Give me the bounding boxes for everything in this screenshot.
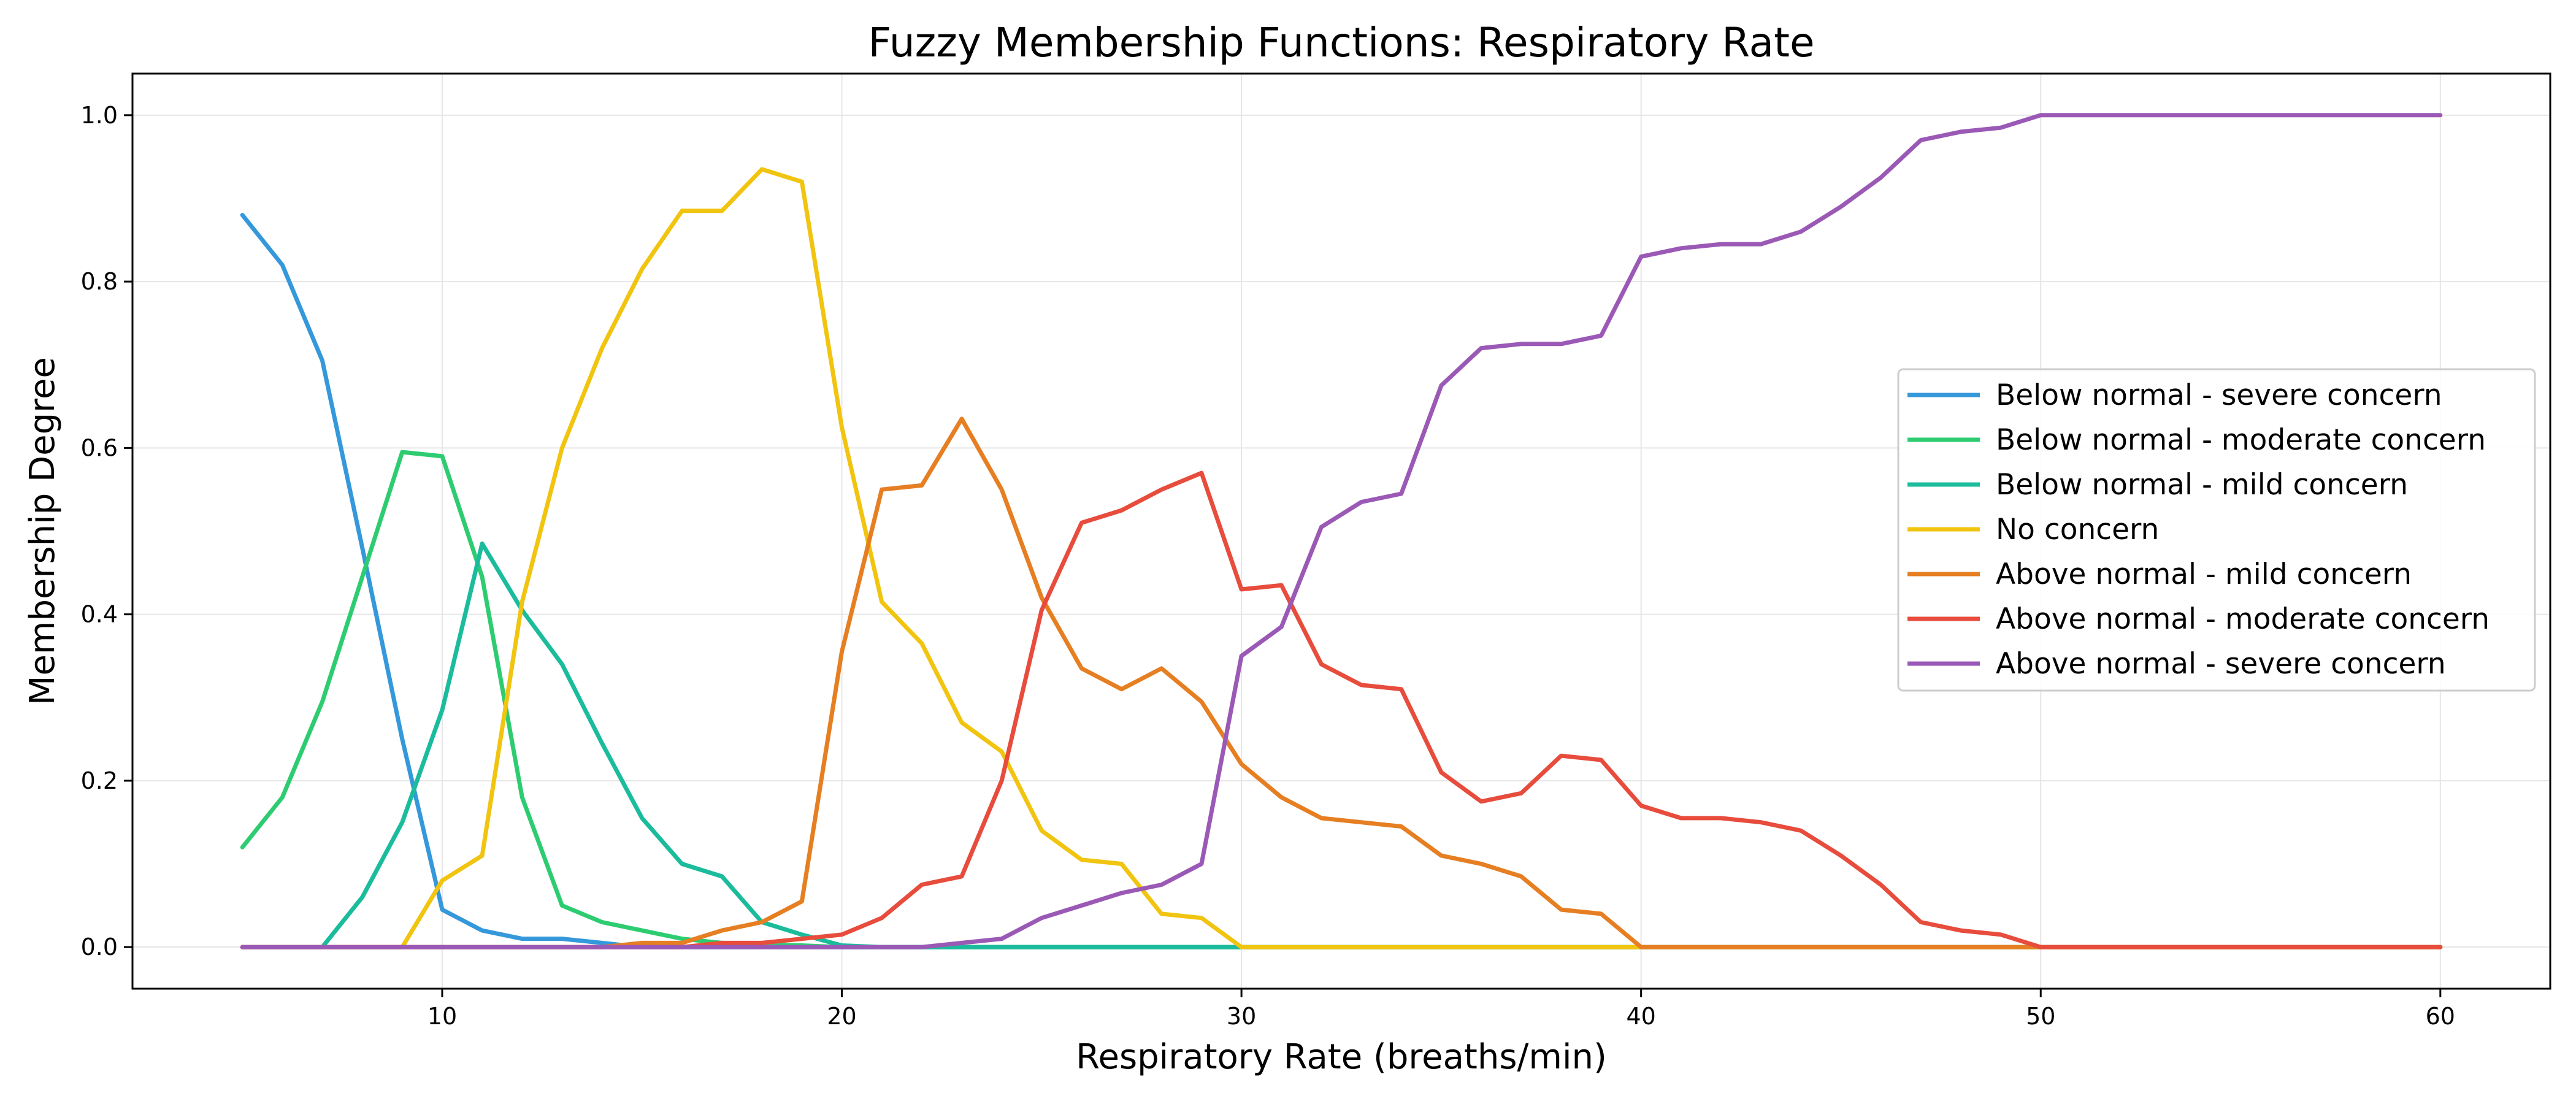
y-tick-label: 0.4 bbox=[81, 601, 118, 628]
plot-frame bbox=[131, 72, 2551, 990]
y-tick-label: 0.2 bbox=[81, 767, 118, 794]
x-tick-label: 60 bbox=[2426, 1003, 2455, 1030]
series-lines bbox=[240, 113, 2443, 949]
series-line-7 bbox=[240, 113, 2443, 949]
x-axis-label: Respiratory Rate (breaths/min) bbox=[1076, 1037, 1607, 1077]
legend-label: Above normal - mild concern bbox=[1996, 558, 2412, 591]
legend-label: Below normal - mild concern bbox=[1996, 468, 2408, 502]
y-tick-label: 0.0 bbox=[81, 933, 118, 960]
x-tick-label: 40 bbox=[1626, 1003, 1655, 1030]
x-tick-label: 30 bbox=[1227, 1003, 1256, 1030]
axis-ticks: 10 20 30 40 50 60 0.0 0.2 0.4 0.6 0.8 1.0 bbox=[81, 102, 2455, 1030]
legend-label: No concern bbox=[1996, 513, 2159, 546]
y-tick-label: 0.8 bbox=[81, 268, 118, 295]
legend-label: Below normal - moderate concern bbox=[1996, 423, 2486, 457]
chart-title: Fuzzy Membership Functions: Respiratory … bbox=[868, 19, 1814, 66]
x-tick-label: 10 bbox=[427, 1003, 457, 1030]
legend-label: Below normal - severe concern bbox=[1996, 378, 2442, 412]
y-tick-label: 0.6 bbox=[81, 434, 118, 461]
x-tick-label: 20 bbox=[827, 1003, 856, 1030]
y-tick-label: 1.0 bbox=[81, 102, 118, 129]
legend-box bbox=[1897, 368, 2536, 692]
legend-label: Above normal - moderate concern bbox=[1996, 602, 2490, 636]
legend: Below normal - severe concern Below norma… bbox=[1897, 368, 2536, 692]
x-tick-label: 50 bbox=[2026, 1003, 2055, 1030]
legend-label: Above normal - severe concern bbox=[1996, 647, 2446, 681]
y-axis-label: Membership Degree bbox=[23, 357, 63, 705]
